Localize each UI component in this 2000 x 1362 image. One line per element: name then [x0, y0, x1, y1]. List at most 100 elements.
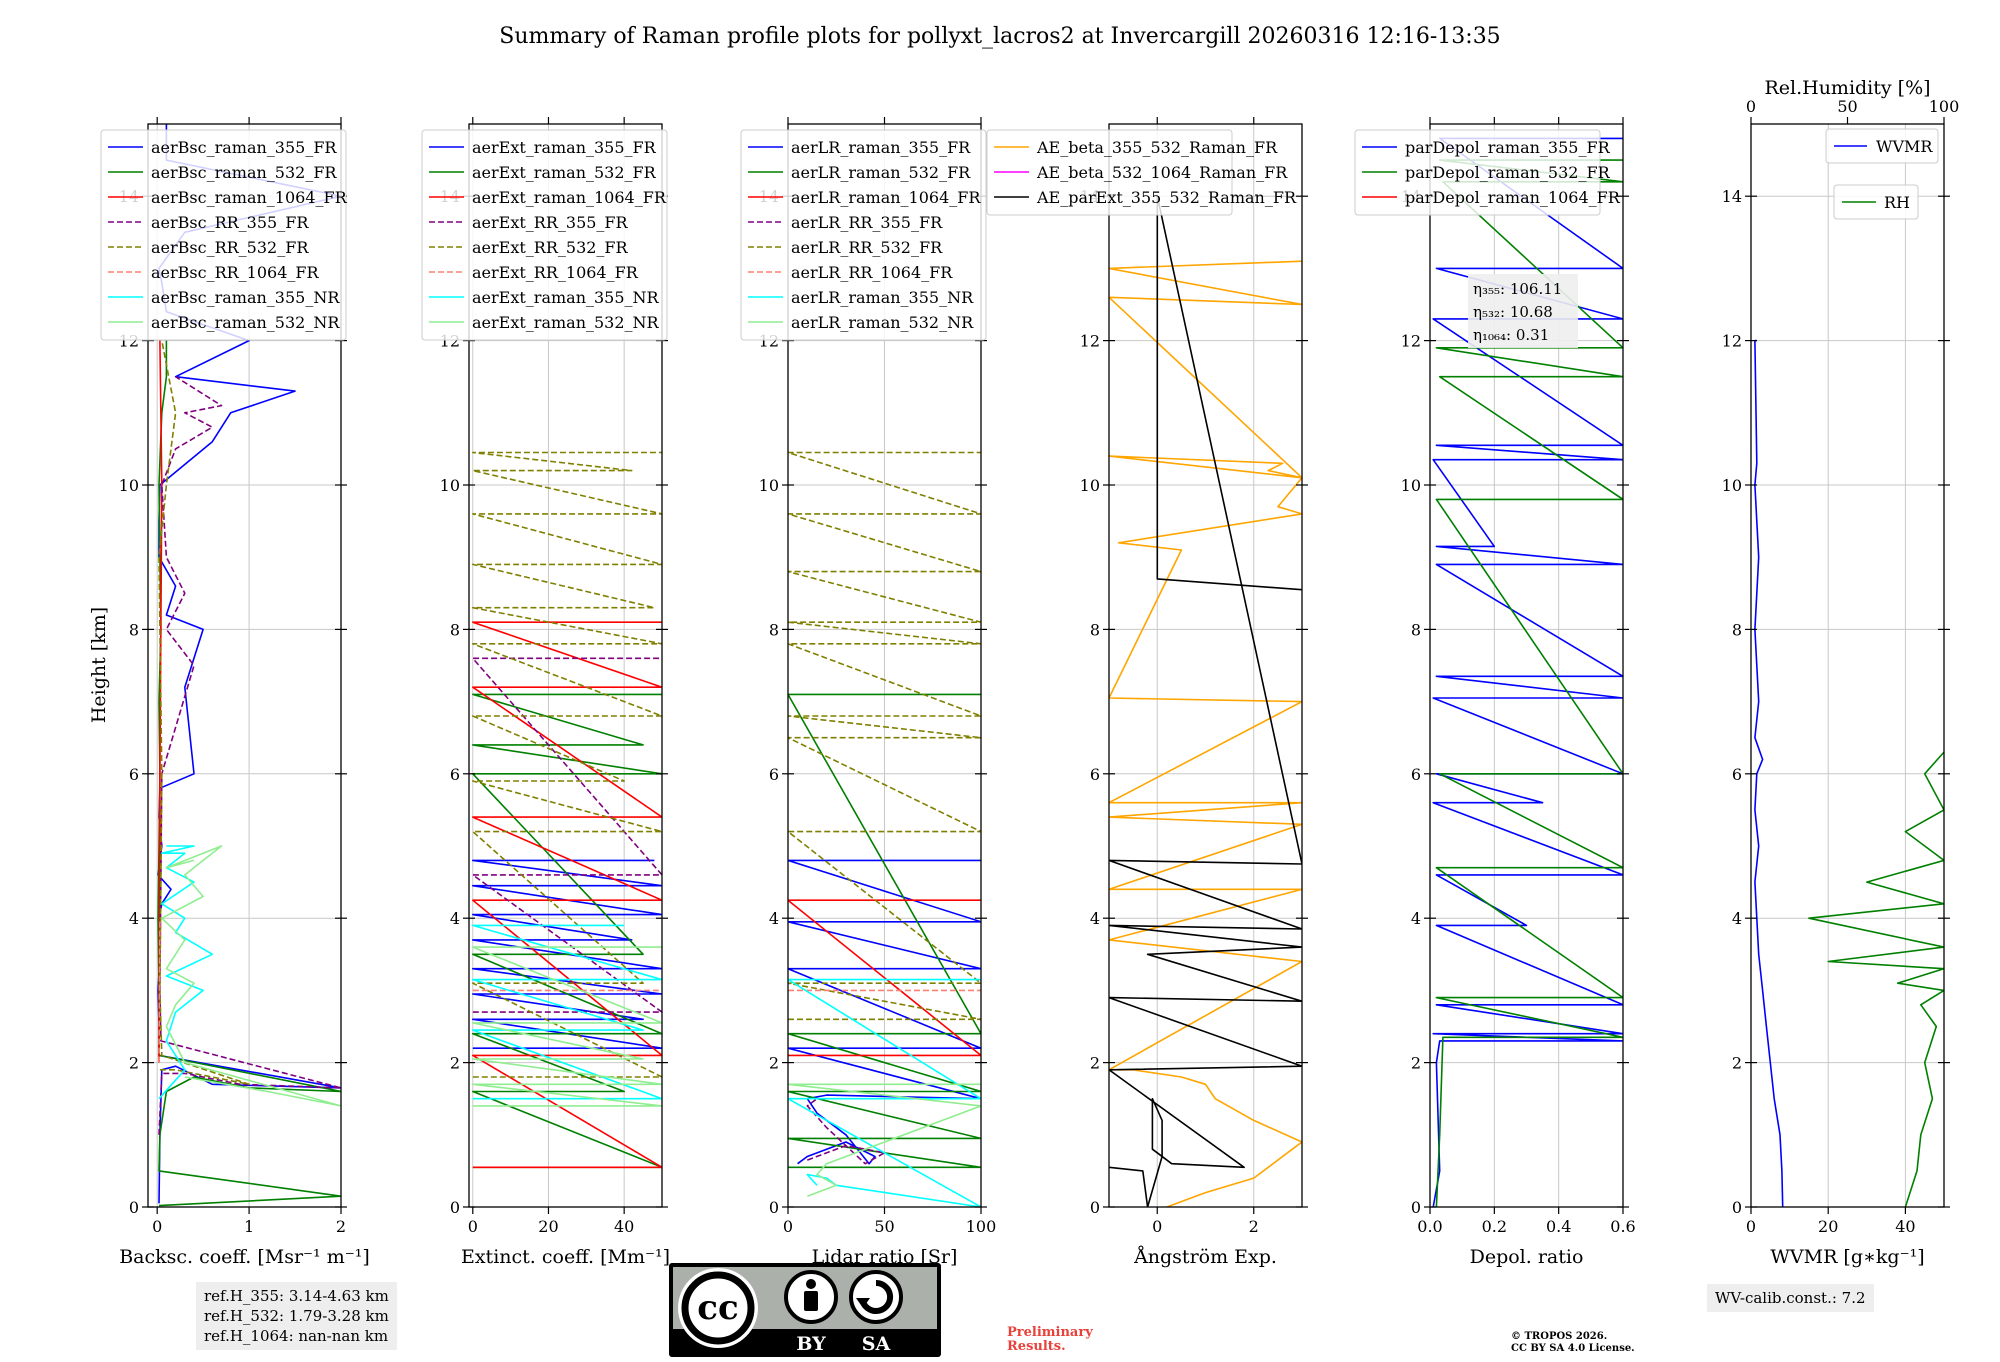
legend-entry: aerExt_RR_1064_FR: [472, 263, 639, 282]
by-person-icon: [784, 1270, 838, 1324]
ytick-label: 4: [769, 909, 779, 928]
series-aerBsc_raman_355_NR: [158, 845, 214, 1100]
xtick-label: 0: [1152, 1217, 1162, 1236]
xtick-label: 2: [1249, 1217, 1259, 1236]
top-xtick-label: 50: [1837, 97, 1857, 116]
ytick-label: 6: [1411, 765, 1421, 784]
ytick-label: 2: [1732, 1054, 1742, 1073]
preliminary-line-2: Results.: [1007, 1339, 1066, 1354]
series-aerLR_raman_532_NR: [788, 1083, 981, 1197]
legend-entry: aerBsc_raman_355_NR: [151, 288, 340, 307]
series-RH: [1808, 751, 1944, 1207]
xtick-label: 0: [1746, 1217, 1756, 1236]
ytick-label: 0: [1732, 1198, 1742, 1217]
ytick-label: 8: [1411, 620, 1421, 639]
ytick-label: 8: [129, 620, 139, 639]
ytick-label: 10: [1722, 476, 1742, 495]
ytick-label: 4: [1411, 909, 1421, 928]
series-group: [1109, 195, 1302, 1207]
ytick-label: 6: [1732, 765, 1742, 784]
legend-entry: aerExt_RR_532_FR: [472, 238, 629, 257]
ref-height-355: ref.H_355: 3.14-4.63 km: [204, 1287, 389, 1305]
legend-entry: aerBsc_raman_532_NR: [151, 313, 340, 332]
y-axis-label: Height [km]: [88, 607, 110, 723]
series-WVMR: [1754, 339, 1784, 1207]
ytick-label: 0: [1090, 1198, 1100, 1217]
by-text: BY: [796, 1333, 826, 1355]
legend-entry: AE_beta_355_532_Raman_FR: [1036, 138, 1278, 157]
series-aerBsc_RR_1064_FR: [158, 918, 161, 1063]
legend-box-wvmr: [1825, 128, 1939, 164]
ytick-label: 10: [119, 476, 139, 495]
ytick-label: 2: [450, 1054, 460, 1073]
legend-entry: aerLR_RR_355_FR: [791, 213, 943, 232]
legend-entry: aerBsc_raman_1064_FR: [151, 188, 348, 207]
xtick-label: 20: [538, 1217, 558, 1236]
series-AE_parExt_355_532_Raman_FR: [1109, 195, 1302, 1207]
legend-box: [100, 129, 347, 341]
figure-title: Summary of Raman profile plots for polly…: [499, 24, 1500, 49]
series-group: [157, 124, 341, 1207]
legend-entry: aerLR_RR_1064_FR: [791, 263, 953, 282]
axes-frame: [147, 123, 342, 1208]
preliminary-line-1: Preliminary: [1007, 1325, 1093, 1340]
series-parDepol_raman_355_FR: [1432, 137, 1623, 1207]
xtick-label: 2: [336, 1217, 346, 1236]
ytick-label: 0: [1411, 1198, 1421, 1217]
ytick-label: 10: [1080, 476, 1100, 495]
series-aerLR_raman_355_NR: [788, 978, 981, 1207]
xtick-label: 0.6: [1610, 1217, 1635, 1236]
series-aerBsc_RR_355_FR: [158, 376, 341, 1135]
series-AE_beta_355_532_Raman_FR: [1109, 260, 1302, 1207]
preliminary-note: Preliminary Results.: [1007, 1326, 1093, 1354]
ytick-label: 8: [450, 620, 460, 639]
ytick-label: 0: [450, 1198, 460, 1217]
ytick-label: 8: [1732, 620, 1742, 639]
copyright-note: © TROPOS 2026. CC BY SA 4.0 License.: [1511, 1331, 1635, 1355]
legend-entry: parDepol_raman_1064_FR: [1405, 188, 1621, 207]
series-aerLR_RR_355_FR: [806, 1098, 886, 1165]
ytick-label: 10: [759, 476, 779, 495]
xtick-label: 40: [1895, 1217, 1915, 1236]
annotation-text: η₃₅₅: 106.11: [1473, 280, 1562, 298]
x-axis-label: Lidar ratio [Sr]: [812, 1246, 958, 1268]
ytick-label: 12: [1401, 332, 1421, 351]
ytick-label: 4: [129, 909, 139, 928]
legend-entry: aerExt_raman_355_FR: [472, 138, 657, 157]
ref-height-box: ref.H_355: 3.14-4.63 km ref.H_532: 1.79-…: [196, 1282, 397, 1350]
legend-box: [1354, 129, 1601, 216]
axes-frame: [1429, 123, 1624, 1208]
legend-entry: aerBsc_raman_355_FR: [151, 138, 337, 157]
legend-entry: parDepol_raman_532_FR: [1405, 163, 1611, 182]
copyright-line-1: © TROPOS 2026.: [1511, 1331, 1608, 1342]
x-axis-label: Backsc. coeff. [Msr⁻¹ m⁻¹]: [119, 1246, 370, 1268]
x-axis-label: Ångström Exp.: [1133, 1246, 1277, 1268]
ytick-label: 4: [450, 909, 460, 928]
ytick-label: 12: [1080, 332, 1100, 351]
legend-entry: AE_beta_532_1064_Raman_FR: [1036, 163, 1288, 182]
xtick-label: 0: [468, 1217, 478, 1236]
ytick-label: 6: [129, 765, 139, 784]
series-aerBsc_raman_532_NR: [161, 845, 341, 1107]
panel-ae: 0246810121402Ångström Exp.AE_beta_355_53…: [986, 117, 1308, 1268]
legend-entry: aerLR_raman_355_NR: [791, 288, 974, 307]
legend-box: [740, 129, 987, 341]
legend-entry-wvmr: WVMR: [1876, 137, 1933, 156]
panel-wv: 0 2 4 6 8 10 12 14 0 20 40 WVMR [g∗kg⁻¹] 0 50 100Rel.H…: [1722, 77, 1960, 1268]
ytick-label: 12: [1722, 332, 1742, 351]
xtick-label: 0.0: [1417, 1217, 1442, 1236]
legend-entry: parDepol_raman_355_FR: [1405, 138, 1611, 157]
series-aerLR_RR_532_FR: [788, 451, 981, 1021]
cc-license-logo: cc BY SA: [668, 1262, 942, 1358]
legend-entry: aerLR_RR_532_FR: [791, 238, 943, 257]
copyright-line-2: CC BY SA 4.0 License.: [1511, 1343, 1635, 1354]
sa-text: SA: [862, 1333, 891, 1355]
legend-box: [986, 129, 1233, 216]
ytick-label: 8: [769, 620, 779, 639]
xtick-label: 40: [614, 1217, 634, 1236]
wv-calib-box: WV-calib.const.: 7.2: [1707, 1284, 1874, 1312]
series-aerExt_RR_532_FR: [471, 451, 662, 1078]
ytick-label: 10: [1401, 476, 1421, 495]
